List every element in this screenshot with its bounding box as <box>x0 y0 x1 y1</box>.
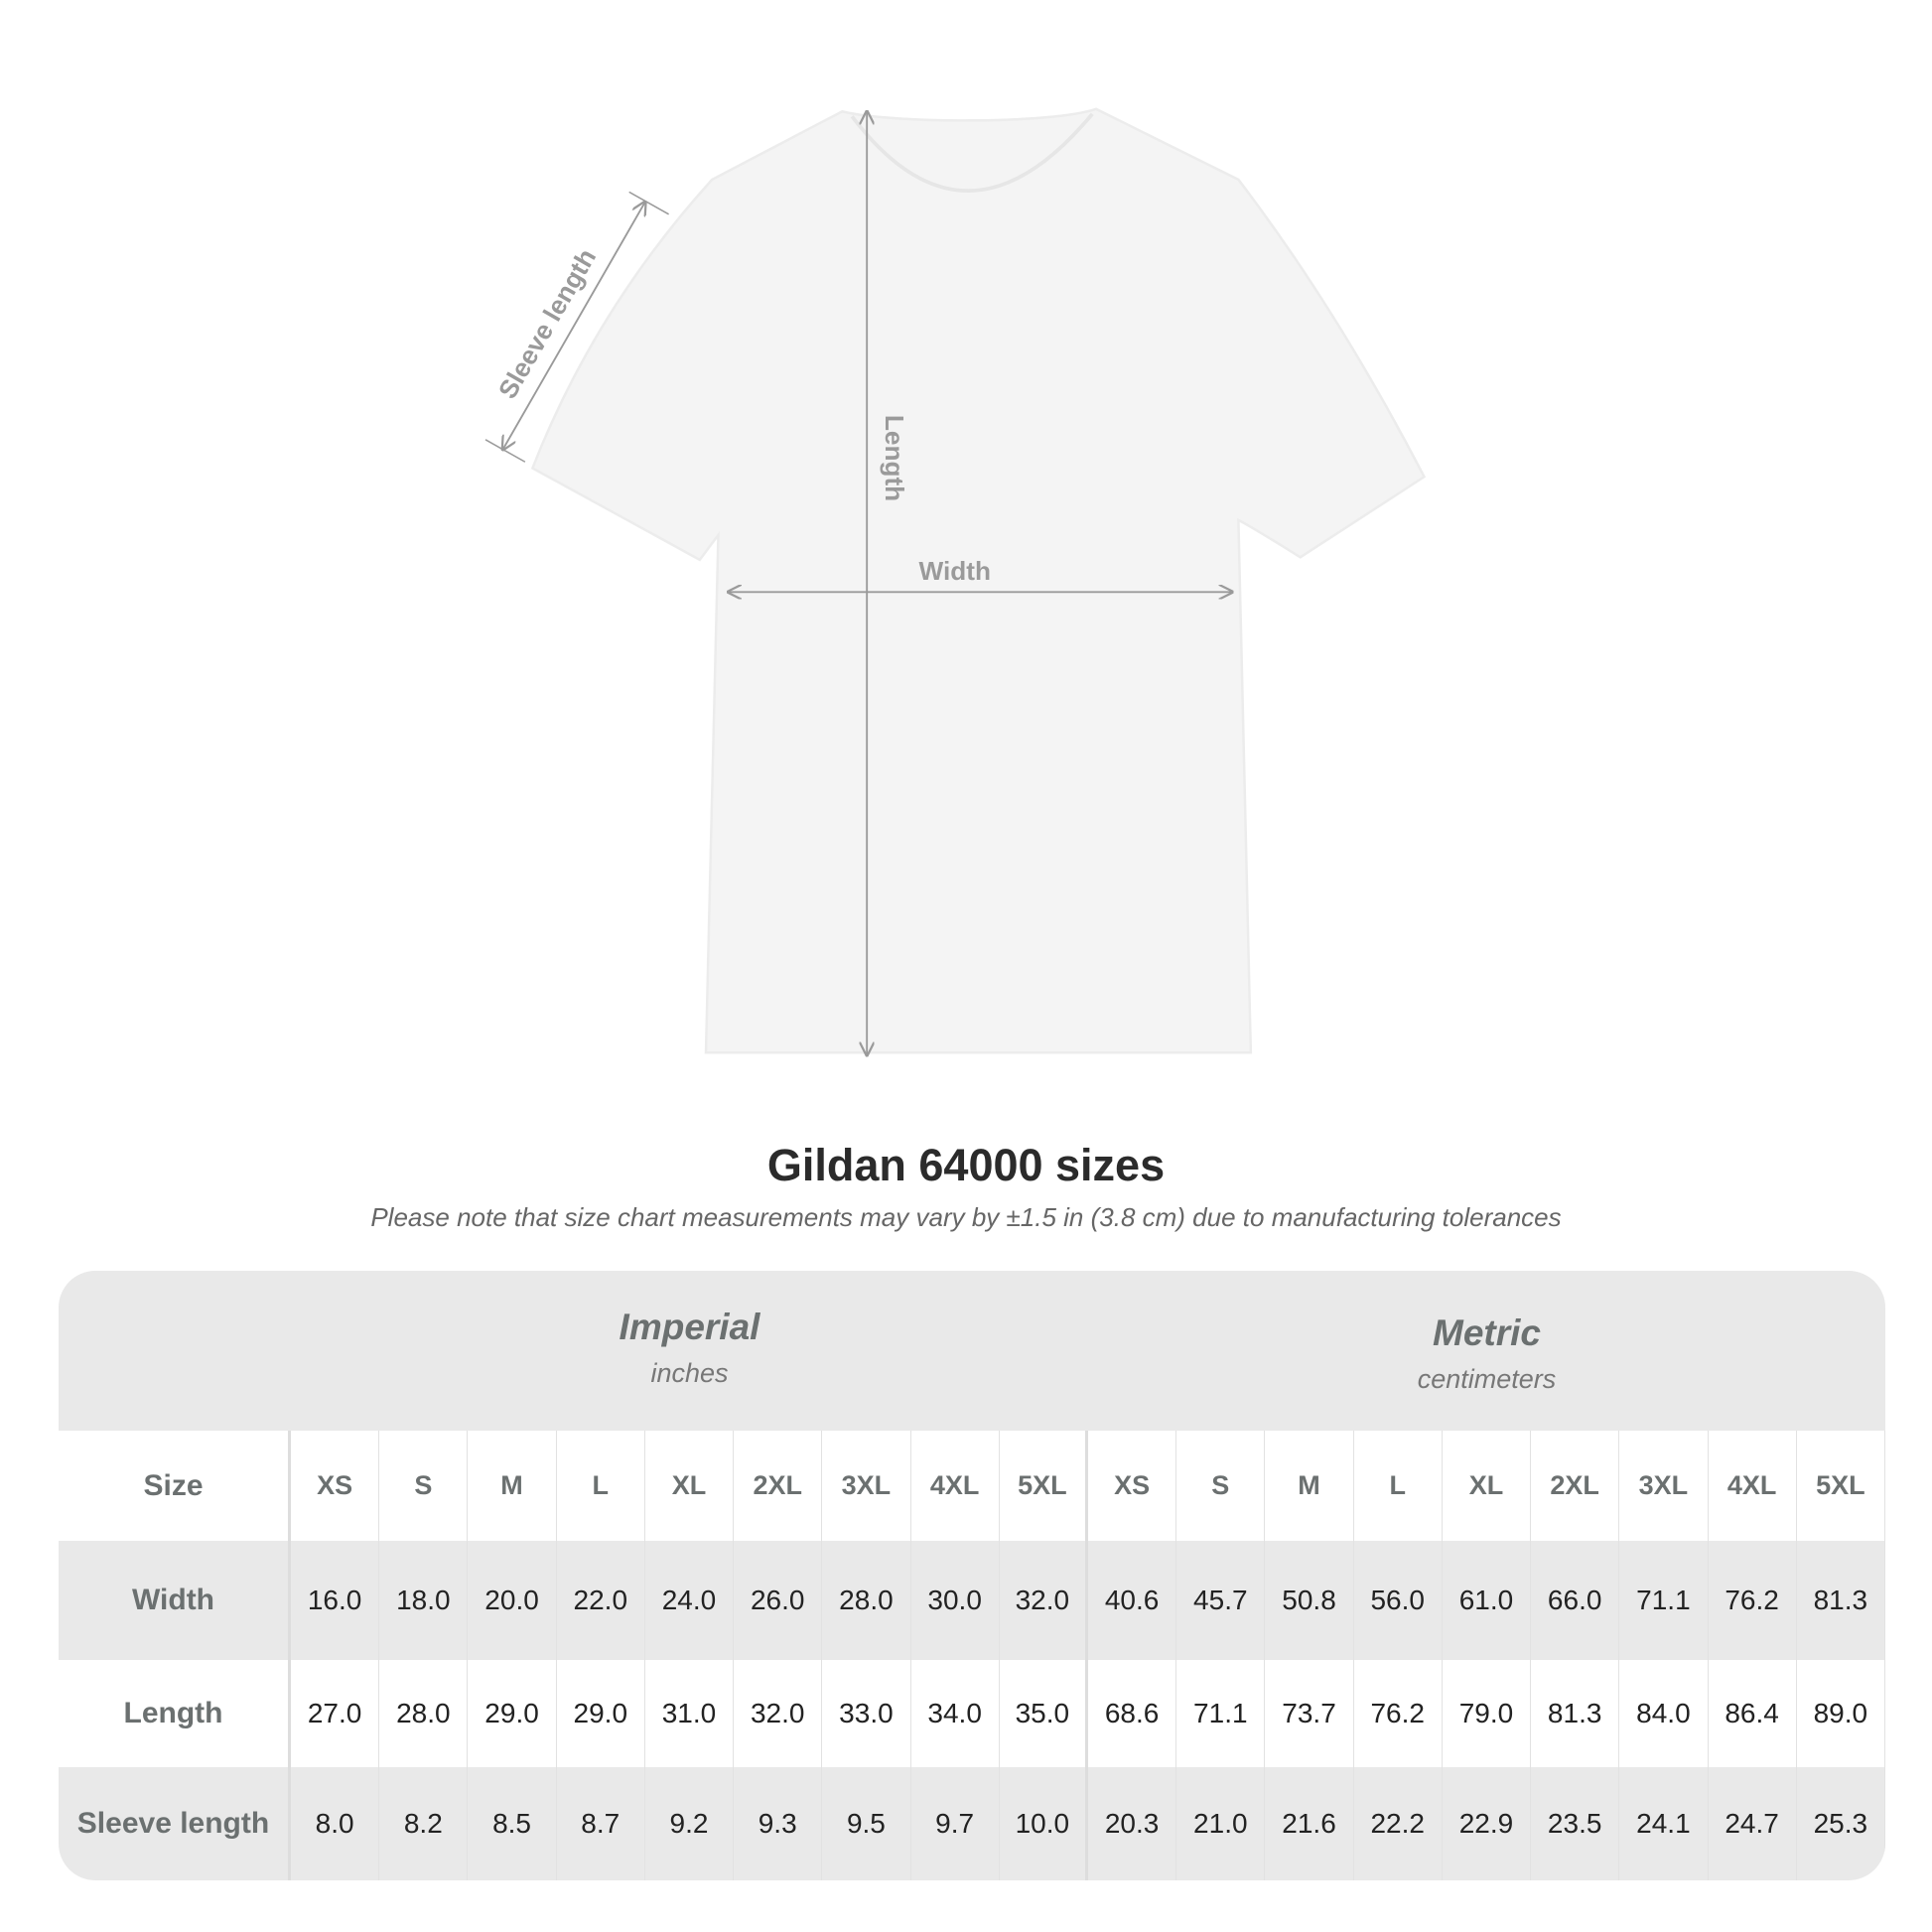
table-cell: 76.2 <box>1354 1660 1443 1767</box>
table-cell: 8.2 <box>379 1767 469 1880</box>
table-cell: 29.0 <box>468 1660 557 1767</box>
width-label: Width <box>919 556 991 586</box>
table-cell: 35.0 <box>1000 1660 1088 1767</box>
size-header-cell: M <box>468 1431 557 1541</box>
table-row: Length 27.0 28.0 29.0 29.0 31.0 32.0 33.0 34.0 35… <box>59 1660 1885 1767</box>
size-header-cell: L <box>1354 1431 1443 1541</box>
table-cell: 29.0 <box>557 1660 645 1767</box>
table-cell: 24.7 <box>1709 1767 1797 1880</box>
size-header-cell: 2XL <box>734 1431 823 1541</box>
size-header-cell: 5XL <box>1000 1431 1088 1541</box>
table-cell: 81.3 <box>1531 1660 1620 1767</box>
table-cell: 20.0 <box>468 1541 557 1660</box>
table-cell: 10.0 <box>1000 1767 1088 1880</box>
table-cell: 56.0 <box>1354 1541 1443 1660</box>
table-cell: 76.2 <box>1709 1541 1797 1660</box>
table-cell: 26.0 <box>734 1541 823 1660</box>
table-cell: 21.6 <box>1265 1767 1354 1880</box>
table-cell: 71.1 <box>1176 1660 1266 1767</box>
table-cell: 16.0 <box>291 1541 380 1660</box>
table-cell: 18.0 <box>379 1541 469 1660</box>
metric-header: Metric centimeters <box>1417 1312 1557 1394</box>
table-cell: 8.7 <box>557 1767 645 1880</box>
table-cell: 81.3 <box>1797 1541 1885 1660</box>
header-band <box>59 1271 1885 1431</box>
neckline <box>850 112 1094 193</box>
table-cell: 9.5 <box>822 1767 911 1880</box>
table-cell: 68.6 <box>1088 1660 1177 1767</box>
size-header-cell: XL <box>1443 1431 1532 1541</box>
imperial-header: Imperial inches <box>619 1307 760 1388</box>
table-cell: 61.0 <box>1443 1541 1532 1660</box>
table-cell: 22.9 <box>1443 1767 1532 1880</box>
sleeve-arrow <box>502 202 644 449</box>
table-cell: 71.1 <box>1619 1541 1709 1660</box>
size-header-cell: 3XL <box>822 1431 911 1541</box>
tolerance-note: Please note that size chart measurements… <box>370 1202 1562 1232</box>
size-header-cell: 4XL <box>1709 1431 1797 1541</box>
table-cell: 9.2 <box>645 1767 735 1880</box>
table-cell: 32.0 <box>1000 1541 1088 1660</box>
table-cell: 79.0 <box>1443 1660 1532 1767</box>
table-cell: 22.0 <box>557 1541 645 1660</box>
table-cell: 33.0 <box>822 1660 911 1767</box>
size-header-cell: 4XL <box>911 1431 1000 1541</box>
page-title: Gildan 64000 sizes <box>766 1140 1166 1190</box>
table-row: Sleeve length 8.0 8.2 8.5 8.7 9.2 9.3 9.5 9.7 10.… <box>59 1767 1885 1880</box>
table-cell: 31.0 <box>645 1660 735 1767</box>
table-cell: 27.0 <box>291 1660 380 1767</box>
table-cell: 24.0 <box>645 1541 735 1660</box>
table-cell: 45.7 <box>1176 1541 1266 1660</box>
size-header-cell: 3XL <box>1619 1431 1709 1541</box>
table-row: Width 16.0 18.0 20.0 22.0 24.0 26.0 28.0 30.0 32.… <box>59 1541 1885 1660</box>
table-cell: 30.0 <box>911 1541 1000 1660</box>
table-cell: 28.0 <box>379 1660 469 1767</box>
tshirt-diagram: Sleeve length Length Width <box>484 107 1427 1092</box>
table-cell: 24.1 <box>1619 1767 1709 1880</box>
table-cell: 22.2 <box>1354 1767 1443 1880</box>
table-cell: 9.3 <box>734 1767 823 1880</box>
length-label: Length <box>880 415 909 501</box>
table-cell: 20.3 <box>1088 1767 1177 1880</box>
table-cell: 34.0 <box>911 1660 1000 1767</box>
table-cell: 40.6 <box>1088 1541 1177 1660</box>
size-header-cell: XS <box>1088 1431 1177 1541</box>
size-header-cell: M <box>1265 1431 1354 1541</box>
table-cell: 32.0 <box>734 1660 823 1767</box>
size-header-cell: L <box>557 1431 645 1541</box>
table-cell: 89.0 <box>1797 1660 1885 1767</box>
size-header-cell: XL <box>645 1431 735 1541</box>
size-header-cell: S <box>379 1431 469 1541</box>
table-cell: 73.7 <box>1265 1660 1354 1767</box>
size-header-cell: 5XL <box>1797 1431 1885 1541</box>
table-cell: 50.8 <box>1265 1541 1354 1660</box>
size-header-cell: 2XL <box>1531 1431 1620 1541</box>
table-cell: 8.0 <box>291 1767 380 1880</box>
table-cell: 84.0 <box>1619 1660 1709 1767</box>
table-cell: 25.3 <box>1797 1767 1885 1880</box>
size-table: Imperial inches Metric centimeters Size … <box>59 1271 1885 1880</box>
table-cell: 21.0 <box>1176 1767 1266 1880</box>
table-cell: 86.4 <box>1709 1660 1797 1767</box>
table-cell: 23.5 <box>1531 1767 1620 1880</box>
size-header-cell: XS <box>291 1431 380 1541</box>
table-cell: 28.0 <box>822 1541 911 1660</box>
size-header-cell: S <box>1176 1431 1266 1541</box>
table-cell: 8.5 <box>468 1767 557 1880</box>
size-row: Size XS S M L XL 2XL 3XL 4XL 5XL XS S M L XL 2XL 3XL 4XL… <box>59 1431 1885 1541</box>
table-cell: 66.0 <box>1531 1541 1620 1660</box>
table-cell: 9.7 <box>911 1767 1000 1880</box>
